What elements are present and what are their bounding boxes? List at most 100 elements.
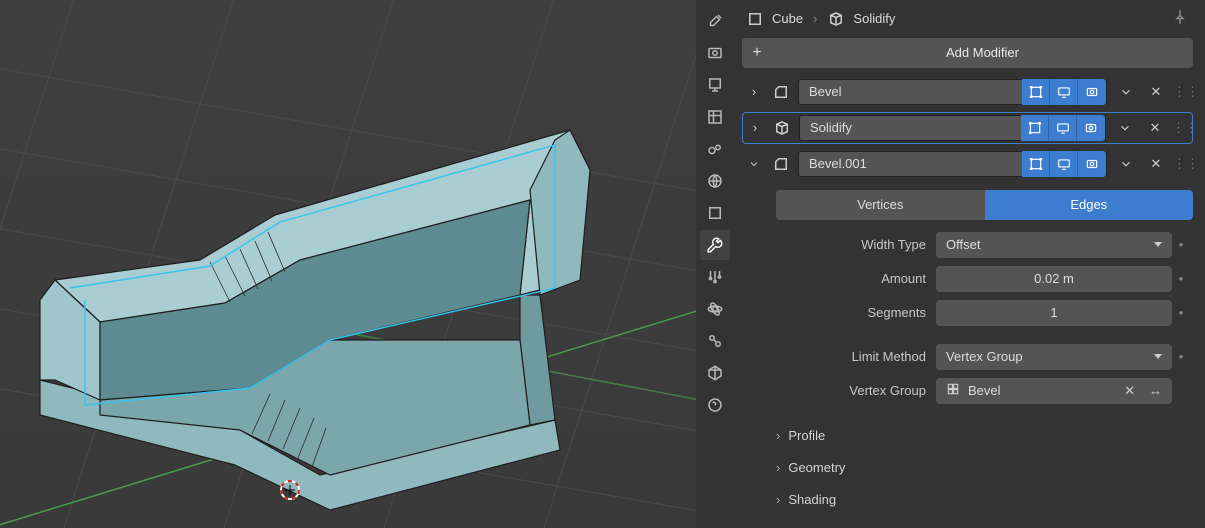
chevron-right-icon: ›	[776, 492, 780, 507]
tab-scene[interactable]	[700, 134, 730, 164]
pin-icon[interactable]	[1171, 8, 1189, 29]
tab-object[interactable]	[700, 198, 730, 228]
segments-value: 1	[1050, 305, 1057, 320]
subpanel-shading-label: Shading	[788, 492, 836, 507]
seg-vertices-label: Vertices	[857, 197, 903, 212]
modifier-name-input[interactable]: Bevel	[798, 79, 1107, 105]
close-icon[interactable]: ✕	[1145, 156, 1167, 172]
chevron-down-icon[interactable]	[1112, 121, 1138, 135]
tab-data[interactable]	[700, 358, 730, 388]
vertex-group-value: Bevel	[968, 383, 1001, 398]
modifier-bevel-001[interactable]: Bevel.001 ✕ ⋮⋮	[742, 148, 1193, 180]
chevron-right-icon: ›	[776, 428, 780, 443]
breadcrumb: Cube › Solidify	[742, 0, 1193, 38]
viewport[interactable]	[0, 0, 696, 528]
seg-vertices[interactable]: Vertices	[776, 190, 985, 220]
subpanel-profile[interactable]: › Profile	[764, 420, 1193, 452]
segments-input[interactable]: 1	[936, 300, 1172, 326]
cube-icon	[746, 10, 764, 28]
tab-constraints[interactable]	[700, 326, 730, 356]
limit-method-value: Vertex Group	[946, 349, 1023, 364]
close-icon[interactable]: ✕	[1145, 84, 1167, 100]
modifier-solidify[interactable]: › Solidify ✕ ⋮⋮	[742, 112, 1193, 144]
plus-icon: +	[742, 44, 772, 62]
solidify-icon	[771, 119, 793, 137]
chevron-right-icon: ›	[776, 460, 780, 475]
tab-world[interactable]	[700, 166, 730, 196]
add-modifier-button[interactable]: + Add Modifier	[742, 38, 1193, 68]
toggle-editmode-icon[interactable]	[1021, 115, 1049, 141]
toggle-display-icon[interactable]	[1050, 151, 1078, 177]
field-amount: Amount 0.02 m •	[764, 264, 1193, 294]
modifier-name-label: Bevel	[809, 84, 842, 99]
modifier-name-input[interactable]: Bevel.001	[798, 151, 1107, 177]
segments-label: Segments	[764, 305, 936, 320]
subpanel-shading[interactable]: › Shading	[764, 484, 1193, 516]
modifier-name-label: Bevel.001	[809, 156, 867, 171]
chevron-down-icon[interactable]	[1113, 157, 1139, 171]
subpanel-profile-label: Profile	[788, 428, 825, 443]
vertex-group-select[interactable]: Bevel ✕ ↔	[936, 378, 1172, 404]
breadcrumb-modifier[interactable]: Solidify	[853, 11, 895, 26]
amount-label: Amount	[764, 271, 936, 286]
modifier-name-label: Solidify	[810, 120, 852, 135]
toggle-editmode-icon[interactable]	[1022, 151, 1050, 177]
tab-particles[interactable]	[700, 262, 730, 292]
limit-method-label: Limit Method	[764, 349, 936, 364]
properties-panel: Cube › Solidify + Add Modifier › Bevel	[734, 0, 1205, 528]
drag-handle-icon[interactable]: ⋮⋮	[1172, 120, 1190, 136]
tab-viewlayer[interactable]	[700, 102, 730, 132]
tab-physics[interactable]	[700, 294, 730, 324]
bevel-icon	[770, 155, 792, 173]
bevel-affect-segmented: Vertices Edges	[776, 190, 1193, 220]
solidify-icon	[827, 10, 845, 28]
toggle-render-icon[interactable]	[1078, 79, 1106, 105]
tab-modifiers[interactable]	[700, 230, 730, 260]
field-segments: Segments 1 •	[764, 298, 1193, 328]
limit-method-select[interactable]: Vertex Group	[936, 344, 1172, 370]
toggle-editmode-icon[interactable]	[1022, 79, 1050, 105]
properties-tabs	[696, 0, 734, 528]
animate-dot[interactable]: •	[1172, 305, 1190, 320]
subpanel-geometry-label: Geometry	[788, 460, 845, 475]
drag-handle-icon[interactable]: ⋮⋮	[1173, 156, 1191, 172]
chevron-right-icon[interactable]: ›	[744, 84, 764, 99]
width-type-value: Offset	[946, 237, 980, 252]
toggle-render-icon[interactable]	[1077, 115, 1105, 141]
breadcrumb-object[interactable]: Cube	[772, 11, 803, 26]
field-width-type: Width Type Offset •	[764, 230, 1193, 260]
modifier-bevel[interactable]: › Bevel ✕ ⋮⋮	[742, 76, 1193, 108]
chevron-down-icon[interactable]	[1113, 85, 1139, 99]
animate-dot[interactable]: •	[1172, 271, 1190, 286]
field-vertex-group: Vertex Group Bevel ✕ ↔	[764, 376, 1193, 406]
amount-input[interactable]: 0.02 m	[936, 266, 1172, 292]
clear-icon[interactable]: ✕	[1124, 383, 1135, 399]
modifier-name-input[interactable]: Solidify	[799, 115, 1106, 141]
toggle-display-icon[interactable]	[1050, 79, 1078, 105]
tab-material[interactable]	[700, 390, 730, 420]
width-type-select[interactable]: Offset	[936, 232, 1172, 258]
toggle-display-icon[interactable]	[1049, 115, 1077, 141]
vertex-group-label: Vertex Group	[764, 383, 936, 398]
animate-dot[interactable]: •	[1172, 237, 1190, 252]
vertex-group-icon	[946, 382, 960, 399]
subpanel-geometry[interactable]: › Geometry	[764, 452, 1193, 484]
chevron-down-icon[interactable]	[744, 158, 764, 170]
invert-icon[interactable]: ↔	[1149, 383, 1162, 398]
field-limit-method: Limit Method Vertex Group •	[764, 342, 1193, 372]
chevron-right-icon: ›	[813, 11, 817, 26]
amount-value: 0.02 m	[1034, 271, 1074, 286]
toggle-render-icon[interactable]	[1078, 151, 1106, 177]
width-type-label: Width Type	[764, 237, 936, 252]
close-icon[interactable]: ✕	[1144, 120, 1166, 136]
bevel-icon	[770, 83, 792, 101]
tab-tool[interactable]	[700, 6, 730, 36]
drag-handle-icon[interactable]: ⋮⋮	[1173, 84, 1191, 100]
seg-edges[interactable]: Edges	[985, 190, 1194, 220]
add-modifier-label: Add Modifier	[772, 45, 1193, 60]
seg-edges-label: Edges	[1070, 197, 1107, 212]
chevron-right-icon[interactable]: ›	[745, 120, 765, 135]
tab-output[interactable]	[700, 70, 730, 100]
animate-dot[interactable]: •	[1172, 349, 1190, 364]
tab-render[interactable]	[700, 38, 730, 68]
